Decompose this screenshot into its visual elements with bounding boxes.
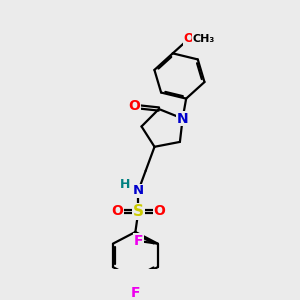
Text: S: S [133, 204, 144, 219]
Text: N: N [133, 184, 144, 197]
Text: CH₃: CH₃ [193, 34, 215, 44]
Text: H: H [120, 178, 130, 191]
Text: O: O [184, 32, 194, 45]
Text: F: F [134, 234, 143, 248]
Text: F: F [130, 286, 140, 300]
Text: O: O [111, 205, 123, 218]
Text: O: O [128, 99, 140, 113]
Text: O: O [154, 205, 166, 218]
Text: N: N [177, 112, 188, 126]
